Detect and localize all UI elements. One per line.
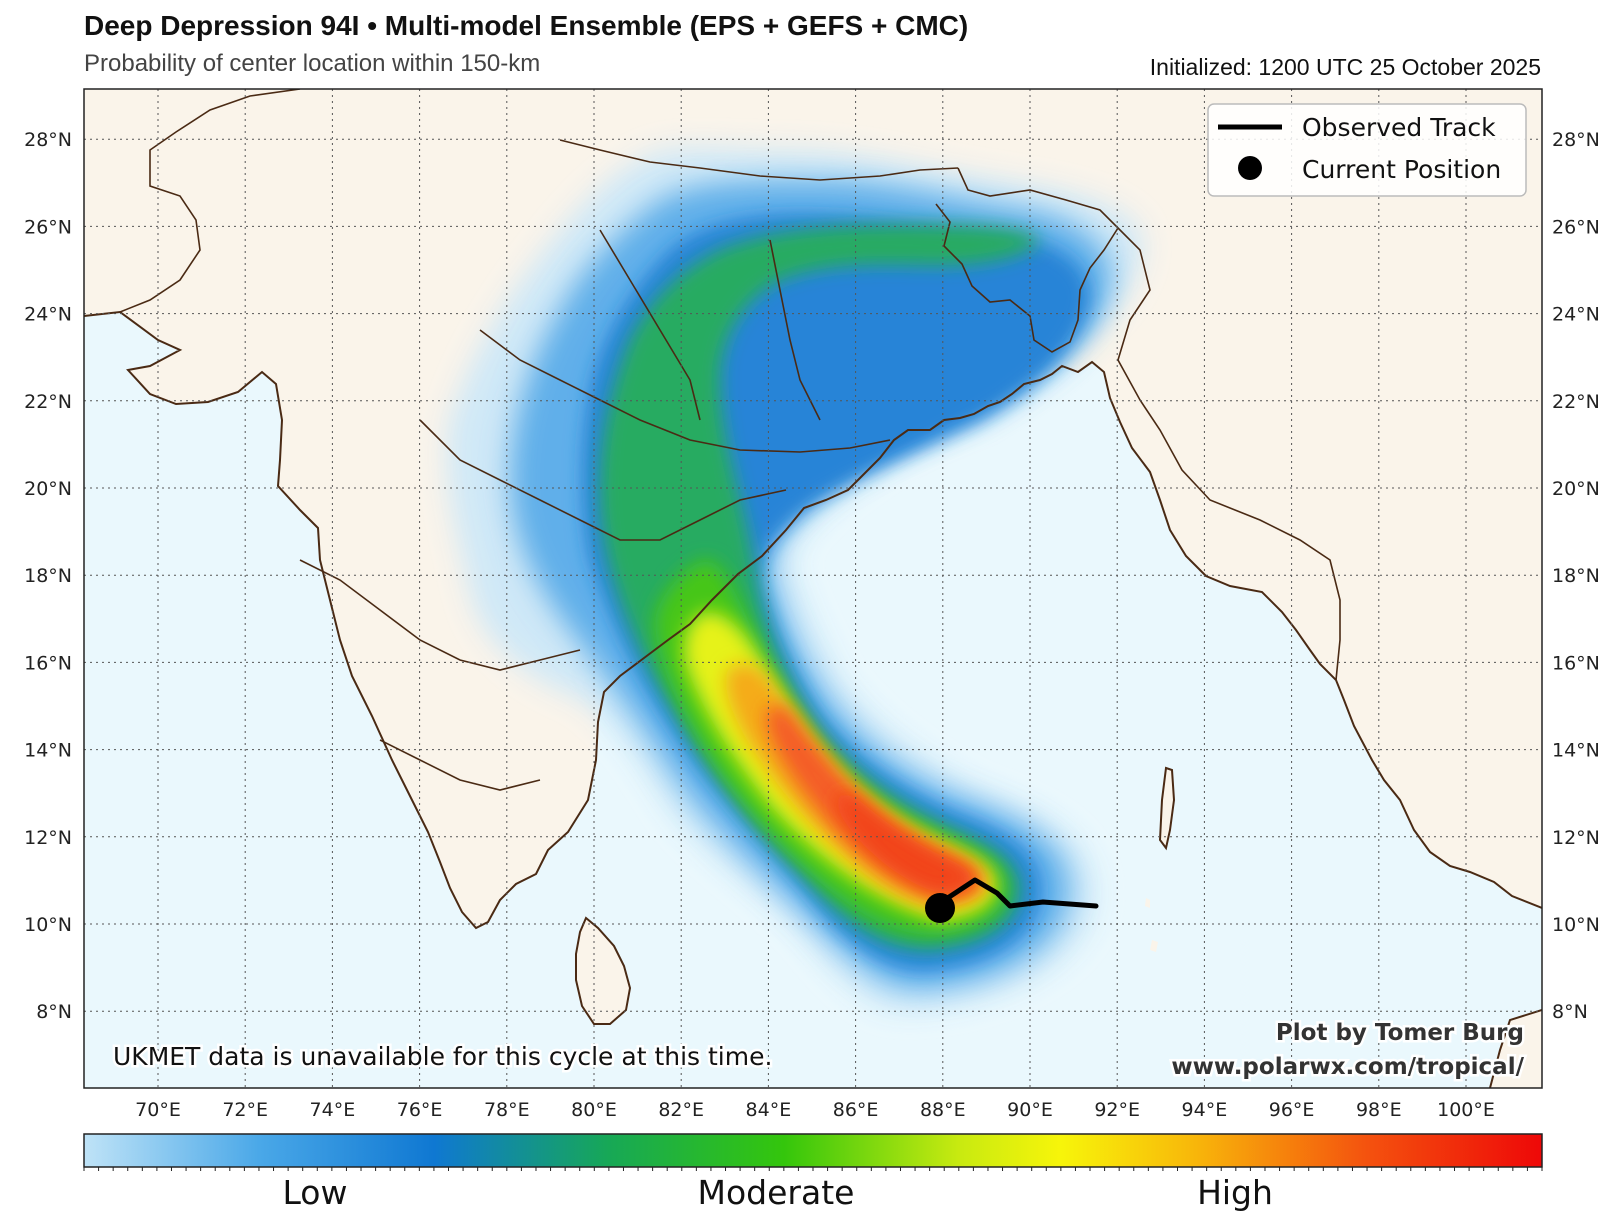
lon-label: 92°E <box>1094 1099 1140 1121</box>
colorbar-label-high: High <box>1197 1173 1273 1212</box>
land-nicobar-islands <box>1145 898 1158 952</box>
land-malay <box>1490 1010 1542 1088</box>
land-masses <box>84 89 1542 1088</box>
border-nepal <box>559 139 959 181</box>
credit-line-2: www.polarwx.com/tropical/ <box>1171 1054 1524 1080</box>
colorbar <box>83 1133 1543 1168</box>
border-states-3 <box>299 559 581 671</box>
lon-label: 90°E <box>1007 1099 1053 1121</box>
lat-label-right: 10°N <box>1552 914 1600 936</box>
lat-label-left: 10°N <box>24 914 72 936</box>
lat-label-right: 8°N <box>1552 1001 1588 1023</box>
lon-label: 94°E <box>1182 1099 1228 1121</box>
land-india <box>84 89 1542 928</box>
lat-label-right: 18°N <box>1552 565 1600 587</box>
lon-label: 84°E <box>746 1099 792 1121</box>
coast-andaman <box>1158 766 1176 851</box>
latitude-labels-left: 8°N 10°N 12°N 14°N 16°N 18°N 20°N 22°N 24°N 26°N 2… <box>24 129 72 1023</box>
lat-label-left: 24°N <box>24 304 72 326</box>
lon-label: 72°E <box>222 1099 268 1121</box>
lat-label-right: 24°N <box>1552 304 1600 326</box>
credit-line-1: Plot by Tomer Burg <box>1276 1020 1524 1046</box>
lon-label: 100°E <box>1437 1099 1495 1121</box>
initialized-time: Initialized: 1200 UTC 25 October 2025 <box>1149 54 1541 80</box>
lat-label-right: 22°N <box>1552 391 1600 413</box>
border-myanmar <box>1117 227 1341 681</box>
lat-label-right: 20°N <box>1552 478 1600 500</box>
lat-label-left: 16°N <box>24 652 72 674</box>
current-position-marker <box>925 893 955 923</box>
longitude-labels: 70°E 72°E 74°E 76°E 78°E 80°E 82°E 84°E 86°E 88°E… <box>135 1099 1495 1121</box>
lat-label-left: 28°N <box>24 129 72 151</box>
lat-label-left: 22°N <box>24 391 72 413</box>
lat-label-left: 12°N <box>24 827 72 849</box>
colorbar-label-moderate: Moderate <box>698 1173 855 1212</box>
lat-label-left: 8°N <box>36 1001 72 1023</box>
lat-label-right: 12°N <box>1552 827 1600 849</box>
latitude-labels-right: 8°N 10°N 12°N 14°N 16°N 18°N 20°N 22°N 24°N 26°N 2… <box>1552 129 1600 1023</box>
land-sri-lanka <box>576 918 630 1024</box>
lon-label: 78°E <box>484 1099 530 1121</box>
probability-contour-4 <box>600 225 1040 950</box>
lat-label-left: 18°N <box>24 565 72 587</box>
map-frame <box>83 88 1543 1089</box>
border-bangladesh <box>935 167 1120 353</box>
map-title: Deep Depression 94I • Multi-model Ensemb… <box>84 10 969 41</box>
lat-label-left: 14°N <box>24 740 72 762</box>
border-states-5 <box>599 229 701 421</box>
lon-label: 80°E <box>571 1099 617 1121</box>
lon-label: 70°E <box>135 1099 181 1121</box>
coastlines <box>84 310 1542 1088</box>
lat-label-right: 26°N <box>1552 216 1600 238</box>
lon-label: 74°E <box>310 1099 356 1121</box>
border-states-2 <box>419 419 787 541</box>
observed-track-line <box>937 877 1099 909</box>
country-borders <box>119 89 1341 791</box>
lat-label-left: 26°N <box>24 216 72 238</box>
lat-label-right: 28°N <box>1552 129 1600 151</box>
probability-swath <box>447 147 1143 1010</box>
coast-malay <box>1489 1009 1542 1088</box>
colorbar-ticks <box>83 1167 1543 1171</box>
lon-label: 96°E <box>1269 1099 1315 1121</box>
border-states-4 <box>379 739 541 791</box>
border-states-1 <box>479 329 891 453</box>
legend-position-swatch <box>1238 156 1262 180</box>
ukmet-note: UKMET data is unavailable for this cycle… <box>113 1042 772 1071</box>
legend-position-label: Current Position <box>1302 155 1501 184</box>
legend: Observed Track Current Position <box>1207 103 1527 197</box>
legend-track-label: Observed Track <box>1302 113 1496 142</box>
border-india-north <box>119 89 301 313</box>
lon-label: 88°E <box>920 1099 966 1121</box>
lon-label: 82°E <box>658 1099 704 1121</box>
border-states-6 <box>769 239 821 421</box>
map-subtitle: Probability of center location within 15… <box>84 50 541 77</box>
lat-label-right: 16°N <box>1552 652 1600 674</box>
legend-box <box>1207 103 1527 197</box>
lon-label: 86°E <box>833 1099 879 1121</box>
coast-india <box>84 310 1542 930</box>
lat-label-left: 20°N <box>24 478 72 500</box>
lat-label-right: 14°N <box>1552 740 1600 762</box>
coast-sri-lanka <box>575 916 632 1025</box>
probability-contour-9 <box>836 793 973 893</box>
lon-label: 76°E <box>397 1099 443 1121</box>
colorbar-label-low: Low <box>283 1173 348 1212</box>
lon-label: 98°E <box>1356 1099 1402 1121</box>
lat-lon-grid <box>84 89 1542 1088</box>
